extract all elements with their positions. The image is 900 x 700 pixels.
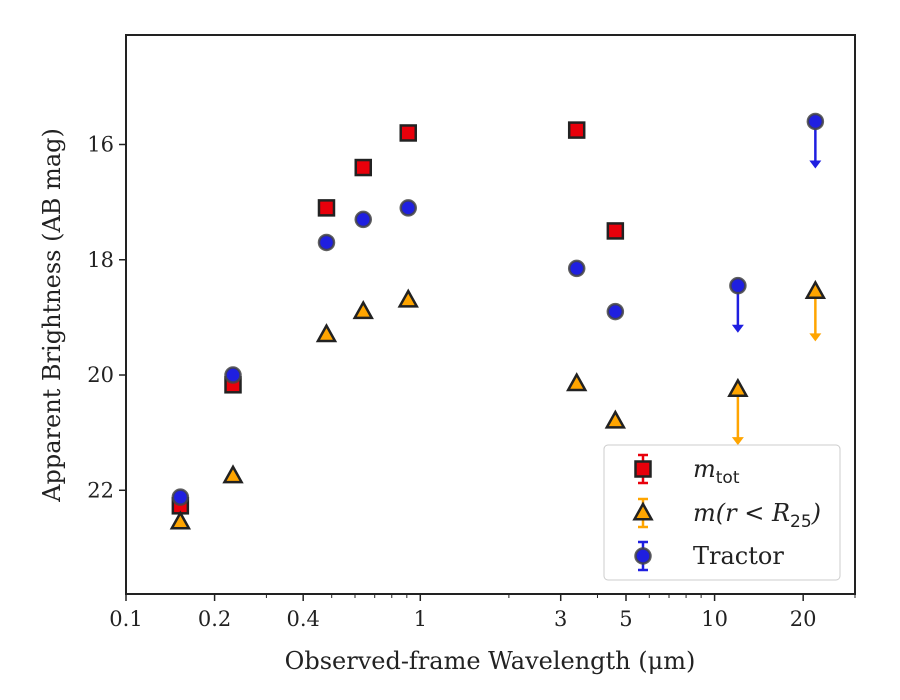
legend: mtot m(r < R25) Tractor <box>603 444 841 581</box>
x-tick-label: 0.2 <box>198 607 231 631</box>
data-point <box>352 300 374 320</box>
legend-marker <box>634 547 652 565</box>
x-axis-label: Observed-frame Wavelength (μm) <box>285 647 696 675</box>
data-point <box>224 366 242 384</box>
data-point <box>317 199 336 217</box>
legend-label: Tractor <box>693 542 784 570</box>
legend-marker <box>634 460 652 478</box>
data-marks <box>169 112 827 530</box>
data-point <box>604 409 627 429</box>
legend-marker <box>632 501 654 521</box>
x-tick-label: 1 <box>414 607 427 631</box>
x-tick-label: 0.1 <box>109 607 142 631</box>
series-1 <box>169 279 827 530</box>
legend-label: m(r < R25) <box>693 499 821 532</box>
x-tick-label: 10 <box>701 607 728 631</box>
data-point <box>399 199 417 217</box>
series-0 <box>171 121 625 515</box>
x-tick-label: 20 <box>790 607 817 631</box>
data-point <box>806 112 825 131</box>
upper-limit-arrowhead <box>731 437 744 446</box>
data-point <box>606 302 625 321</box>
legend-box <box>603 444 841 581</box>
data-point <box>567 121 586 139</box>
data-point <box>354 158 373 177</box>
data-point <box>399 124 417 142</box>
data-point <box>317 233 336 252</box>
data-point <box>727 377 749 397</box>
legend-label: mtot <box>693 455 740 488</box>
x-tick-label: 5 <box>619 607 632 631</box>
upper-limit-arrowhead <box>809 160 822 169</box>
y-axis: 16 18 20 22 <box>87 132 126 502</box>
data-point <box>171 488 190 506</box>
x-axis: 0.1 0.2 0.4 1 3 5 10 20 <box>109 594 856 631</box>
x-tick-label: 0.4 <box>286 607 319 631</box>
data-point <box>169 510 192 530</box>
upper-limit-arrowhead <box>809 333 822 342</box>
y-tick-label: 22 <box>87 478 114 502</box>
upper-limit-arrowhead <box>731 324 744 333</box>
x-tick-label: 3 <box>554 607 567 631</box>
series-2 <box>171 112 825 506</box>
y-axis-label: Apparent Brightness (AB mag) <box>38 128 66 503</box>
data-point <box>354 210 373 229</box>
y-tick-label: 20 <box>87 363 114 387</box>
data-point <box>804 279 827 299</box>
data-point <box>397 288 419 308</box>
data-point <box>566 372 588 392</box>
y-tick-label: 16 <box>87 132 114 156</box>
data-point <box>606 222 625 240</box>
data-point <box>315 323 338 343</box>
data-point <box>567 259 586 278</box>
y-tick-label: 18 <box>87 248 114 272</box>
data-point <box>222 464 244 484</box>
data-point <box>729 276 747 295</box>
plot-frame <box>125 34 856 595</box>
